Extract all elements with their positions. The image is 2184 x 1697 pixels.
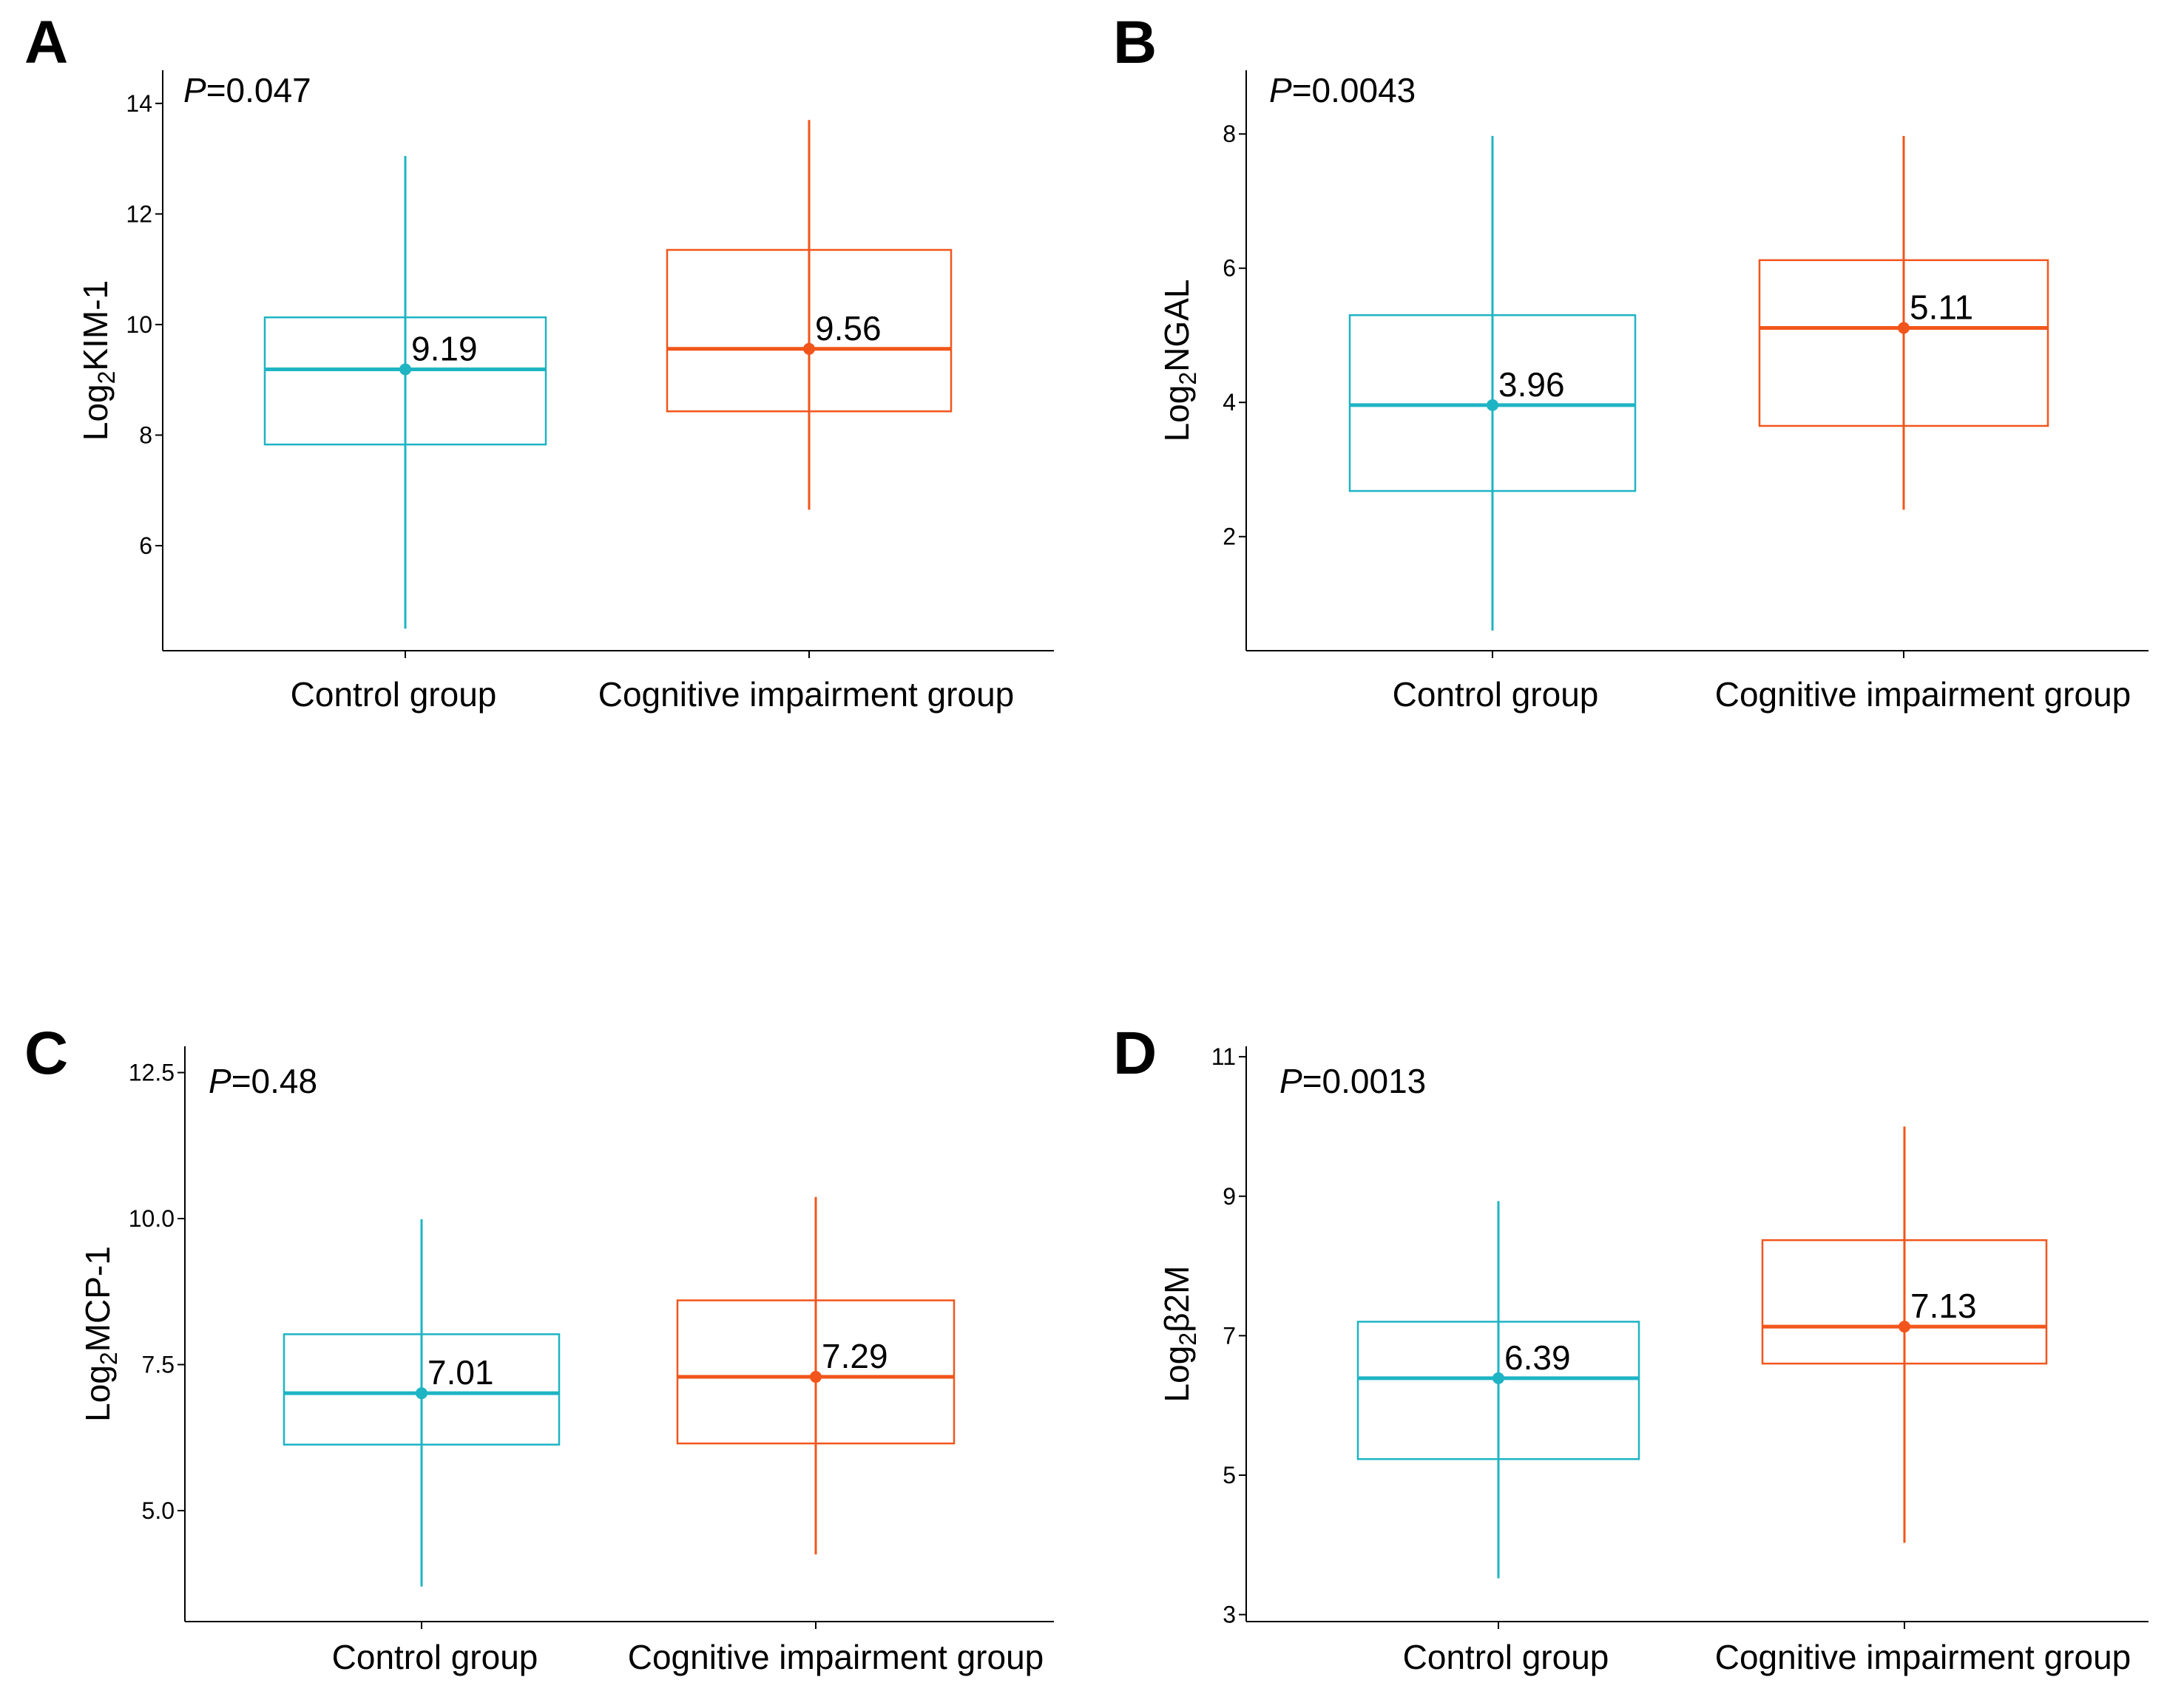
mean-label: 7.13 xyxy=(1910,1287,1977,1325)
panel-letter: B xyxy=(1113,9,1157,76)
iqr-box xyxy=(666,248,953,413)
y-tick-label: 3 xyxy=(1223,1602,1236,1628)
p-value: =0.047 xyxy=(206,71,311,109)
impairment-group-box: 7.29 xyxy=(676,1196,956,1555)
y-axis-title: Log2MCP-1 xyxy=(78,1246,122,1422)
panel-letter: A xyxy=(24,9,68,76)
y-tick-label: 12 xyxy=(126,200,152,227)
mean-point xyxy=(1487,399,1498,411)
panel-letter: C xyxy=(24,1020,68,1087)
p-value: =0.0013 xyxy=(1302,1062,1427,1100)
y-axis-title-subscript: 2 xyxy=(93,371,120,385)
y-axis-title-prefix: Log xyxy=(76,384,115,441)
y-tick-label: 2 xyxy=(1223,524,1236,550)
control-group-box: 6.39 xyxy=(1356,1201,1640,1579)
y-axis-title-suffix: β2M xyxy=(1157,1266,1196,1332)
mean-point xyxy=(1898,322,1910,334)
y-tick-label: 7 xyxy=(1223,1322,1236,1349)
y-tick-label: 5 xyxy=(1223,1462,1236,1488)
x-category-label: Control group xyxy=(332,1638,538,1676)
y-axis-title-prefix: Log xyxy=(1157,1346,1196,1403)
panel-a: A P=0.047 6 8 10 12 14 Log2KIM-1 9.19 Control gro… xyxy=(24,9,1054,714)
x-category-label: Cognitive impairment group xyxy=(598,675,1015,714)
y-axis-title-subscript: 2 xyxy=(1174,1332,1201,1346)
control-group-box: 7.01 xyxy=(283,1219,561,1587)
iqr-box xyxy=(283,1333,561,1446)
iqr-box xyxy=(676,1299,956,1445)
p-value-annotation: P=0.48 xyxy=(209,1062,317,1100)
y-tick-label: 10.0 xyxy=(129,1205,175,1232)
mean-label: 3.96 xyxy=(1498,365,1565,404)
panel-c: C P=0.48 5.0 7.5 10.0 12.5 Log2MCP-1 7.01 Contro… xyxy=(24,1020,1054,1676)
p-value-annotation: P=0.047 xyxy=(183,71,311,109)
impairment-group-box: 9.56 xyxy=(666,120,953,510)
impairment-group-box: 5.11 xyxy=(1758,135,2049,510)
y-tick-label: 5.0 xyxy=(142,1497,175,1524)
y-tick-label: 6 xyxy=(1223,255,1236,282)
y-tick-label: 9 xyxy=(1223,1183,1236,1210)
mean-point xyxy=(1899,1321,1910,1333)
iqr-box xyxy=(263,316,547,446)
mean-label: 5.11 xyxy=(1910,288,1973,326)
mean-label: 9.19 xyxy=(411,329,478,367)
x-category-label: Cognitive impairment group xyxy=(628,1638,1044,1676)
y-axis-title-suffix: MCP-1 xyxy=(78,1246,117,1352)
p-value-annotation: P=0.0043 xyxy=(1269,71,1416,109)
control-group-box: 9.19 xyxy=(263,155,547,629)
x-category-label: Control group xyxy=(291,675,497,714)
y-tick-label: 11 xyxy=(1211,1043,1236,1070)
y-tick-label: 6 xyxy=(139,532,152,559)
mean-label: 7.01 xyxy=(427,1353,494,1392)
iqr-box xyxy=(1761,1239,2048,1365)
p-value: =0.48 xyxy=(231,1062,317,1100)
y-tick-label: 10 xyxy=(126,311,152,338)
p-symbol: P xyxy=(1279,1062,1302,1100)
y-axis-title-suffix: KIM-1 xyxy=(76,280,115,371)
y-tick-label: 4 xyxy=(1223,389,1236,416)
mean-point xyxy=(810,1371,822,1383)
x-category-label: Cognitive impairment group xyxy=(1715,1638,2131,1676)
y-axis-title-suffix: NGAL xyxy=(1157,280,1196,372)
iqr-box xyxy=(1356,1321,1640,1460)
impairment-group-box: 7.13 xyxy=(1761,1126,2048,1543)
mean-point xyxy=(416,1387,427,1400)
y-axis-title: Log2NGAL xyxy=(1157,280,1201,442)
p-value-annotation: P=0.0013 xyxy=(1279,1062,1426,1100)
y-axis-title: Log2β2M xyxy=(1157,1266,1201,1403)
x-category-label: Control group xyxy=(1403,1638,1609,1676)
mean-point xyxy=(803,342,815,355)
control-group-box: 3.96 xyxy=(1348,135,1637,631)
mean-label: 9.56 xyxy=(815,309,882,348)
y-tick-label: 14 xyxy=(126,90,152,117)
x-category-label: Control group xyxy=(1393,675,1599,714)
y-axis-title-subscript: 2 xyxy=(95,1352,122,1365)
mean-label: 6.39 xyxy=(1504,1338,1571,1377)
p-symbol: P xyxy=(183,71,206,109)
p-symbol: P xyxy=(209,1062,231,1100)
p-symbol: P xyxy=(1269,71,1292,109)
y-tick-label: 8 xyxy=(1223,121,1236,147)
iqr-box xyxy=(1348,314,1637,492)
mean-label: 7.29 xyxy=(822,1337,888,1375)
panel-d: D P=0.0013 3 5 7 9 11 Log2β2M 6.39 Control group 7… xyxy=(1113,1020,2148,1676)
panel-letter: D xyxy=(1113,1020,1157,1087)
iqr-box xyxy=(1758,259,2049,427)
y-tick-label: 7.5 xyxy=(142,1351,175,1378)
y-axis-title: Log2KIM-1 xyxy=(76,280,120,441)
y-axis-title-prefix: Log xyxy=(1157,385,1196,442)
y-axis-title-subscript: 2 xyxy=(1174,372,1201,385)
p-value: =0.0043 xyxy=(1292,71,1416,109)
y-tick-label: 12.5 xyxy=(129,1060,175,1086)
mean-point xyxy=(399,363,411,376)
y-tick-label: 8 xyxy=(139,421,152,448)
y-axis-title-prefix: Log xyxy=(78,1365,117,1422)
mean-point xyxy=(1492,1372,1504,1384)
x-category-label: Cognitive impairment group xyxy=(1715,675,2131,714)
